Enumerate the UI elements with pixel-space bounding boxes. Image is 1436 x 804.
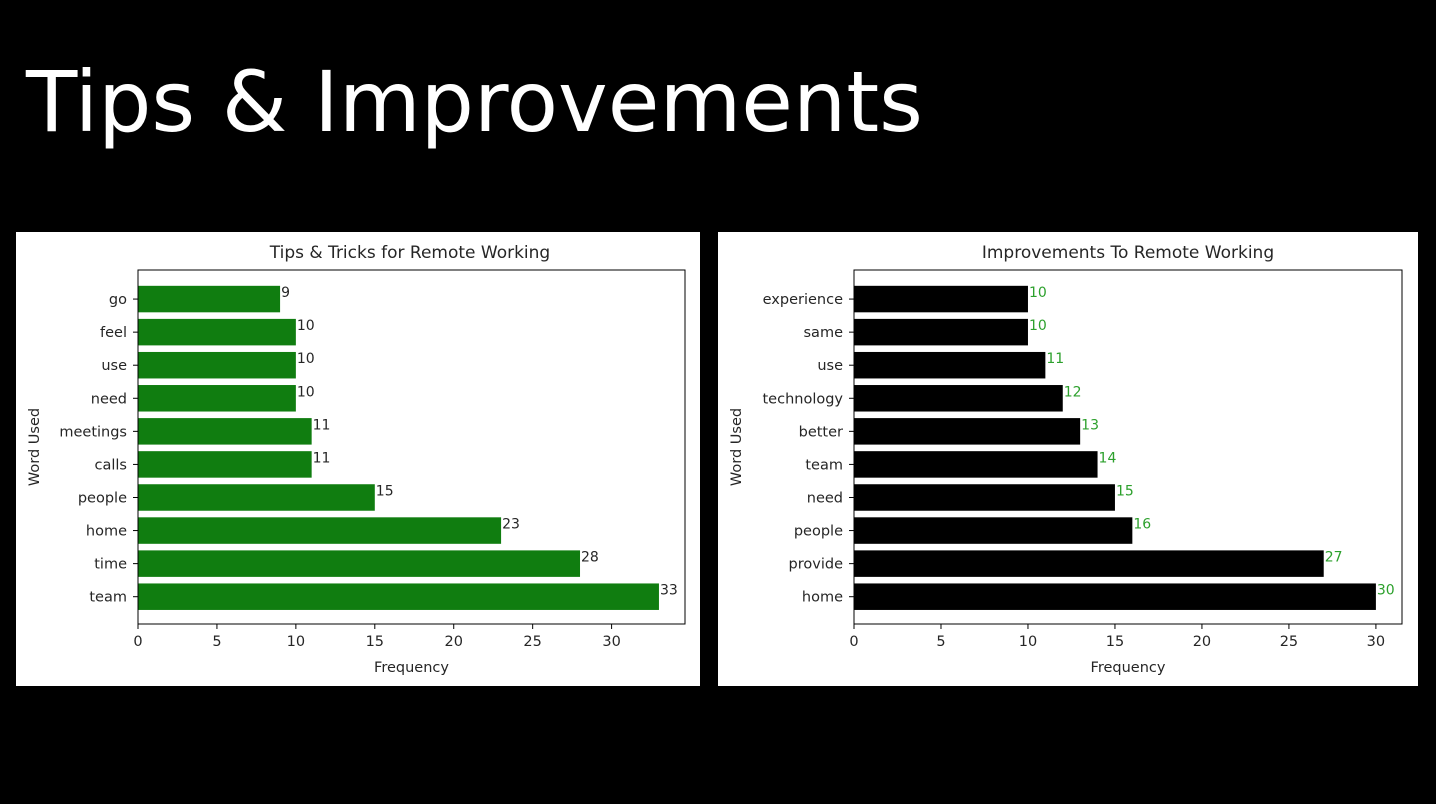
- improvements-bar: [854, 285, 1028, 313]
- improvements-bar: [854, 385, 1063, 412]
- tips-bar: [138, 451, 312, 478]
- tips-x-tick-label: 0: [133, 634, 142, 650]
- improvements-chart-svg: Improvements To Remote Working 30 home 27 pr…: [729, 243, 1403, 676]
- improvements-category-label: better: [799, 424, 843, 440]
- tips-category-label: feel: [100, 325, 127, 341]
- improvements-bar: [854, 351, 1046, 379]
- tips-bar-value-label: 11: [313, 417, 331, 433]
- improvements-bar-value-label: 16: [1133, 517, 1151, 533]
- tips-bar: [138, 418, 312, 445]
- chart-panel-improvements: Improvements To Remote Working 30 home 27 pr…: [718, 232, 1418, 686]
- chart-panel-tips: Tips & Tricks for Remote Working 33 team 28…: [16, 232, 700, 686]
- improvements-bar-value-label: 14: [1099, 450, 1117, 466]
- improvements-x-axis-label: Frequency: [1091, 660, 1166, 676]
- tips-bar-value-label: 10: [297, 384, 315, 400]
- improvements-bar: [854, 418, 1081, 445]
- improvements-bar: [854, 517, 1133, 544]
- improvements-category-label: experience: [763, 292, 843, 308]
- tips-x-tick-label: 10: [287, 634, 305, 650]
- improvements-x-tick-label: 0: [849, 634, 858, 650]
- improvements-bar-value-label: 15: [1116, 483, 1134, 499]
- tips-x-tick-label: 5: [212, 634, 221, 650]
- improvements-x-tick-label: 20: [1193, 634, 1211, 650]
- slide-title: Tips & Improvements: [26, 53, 923, 151]
- improvements-x-tick-label: 10: [1019, 634, 1037, 650]
- tips-axes-frame: [137, 269, 686, 625]
- improvements-bar-value-label: 30: [1377, 583, 1395, 599]
- improvements-category-label: technology: [762, 391, 843, 407]
- improvements-bar: [854, 451, 1098, 478]
- tips-x-axis-label: Frequency: [374, 660, 449, 676]
- tips-bar: [138, 318, 296, 346]
- improvements-category-label: team: [805, 457, 843, 473]
- tips-bar: [138, 583, 659, 610]
- tips-category-label: home: [86, 524, 127, 540]
- tips-bar-value-label: 33: [660, 583, 678, 599]
- tips-bar-value-label: 11: [313, 450, 331, 466]
- tips-x-tick-label: 30: [602, 634, 620, 650]
- tips-bar-value-label: 15: [376, 483, 394, 499]
- improvements-bar-value-label: 11: [1046, 351, 1064, 367]
- improvements-bar: [854, 583, 1376, 610]
- tips-category-label: go: [109, 292, 127, 308]
- improvements-chart-title: Improvements To Remote Working: [982, 243, 1274, 263]
- tips-x-tick-label: 15: [366, 634, 384, 650]
- improvements-x-tick-label: 5: [936, 634, 945, 650]
- improvements-bar-value-label: 10: [1029, 318, 1047, 334]
- improvements-bar: [854, 550, 1324, 577]
- improvements-x-tick-label: 15: [1106, 634, 1124, 650]
- improvements-category-label: home: [802, 590, 843, 606]
- tips-bar-value-label: 9: [281, 285, 290, 301]
- improvements-bar-value-label: 13: [1081, 417, 1099, 433]
- tips-x-tick-label: 20: [445, 634, 463, 650]
- tips-chart-title: Tips & Tricks for Remote Working: [269, 243, 550, 263]
- tips-bar: [138, 517, 502, 544]
- tips-x-tick-label: 25: [523, 634, 541, 650]
- tips-bar-value-label: 28: [581, 550, 599, 566]
- improvements-axes-frame: [853, 269, 1403, 625]
- improvements-bar-value-label: 10: [1029, 285, 1047, 301]
- tips-category-label: team: [89, 590, 127, 606]
- improvements-category-label: provide: [789, 557, 844, 573]
- improvements-category-label: use: [817, 358, 843, 374]
- tips-bar-value-label: 10: [297, 318, 315, 334]
- tips-category-label: people: [78, 490, 127, 506]
- tips-chart-svg: Tips & Tricks for Remote Working 33 team 28…: [27, 243, 686, 676]
- tips-bar: [138, 385, 296, 412]
- improvements-bar: [854, 318, 1028, 346]
- improvements-x-tick-label: 25: [1280, 634, 1298, 650]
- improvements-category-label: people: [794, 524, 843, 540]
- tips-y-axis-label: Word Used: [27, 408, 43, 486]
- tips-bar: [138, 484, 375, 511]
- tips-category-label: meetings: [59, 424, 127, 440]
- improvements-category-label: same: [804, 325, 844, 341]
- tips-bar: [138, 351, 296, 379]
- tips-bar-value-label: 10: [297, 351, 315, 367]
- improvements-bar: [854, 484, 1115, 511]
- improvements-y-axis-label: Word Used: [729, 408, 745, 486]
- tips-category-label: need: [91, 391, 127, 407]
- tips-category-label: calls: [95, 457, 127, 473]
- tips-bar: [138, 285, 281, 313]
- tips-bar: [138, 550, 581, 577]
- tips-bar-value-label: 23: [502, 517, 520, 533]
- tips-category-label: use: [101, 358, 127, 374]
- improvements-category-label: need: [807, 490, 843, 506]
- tips-category-label: time: [94, 557, 127, 573]
- improvements-x-tick-label: 30: [1367, 634, 1385, 650]
- improvements-bar-value-label: 12: [1064, 384, 1082, 400]
- improvements-bar-value-label: 27: [1325, 550, 1343, 566]
